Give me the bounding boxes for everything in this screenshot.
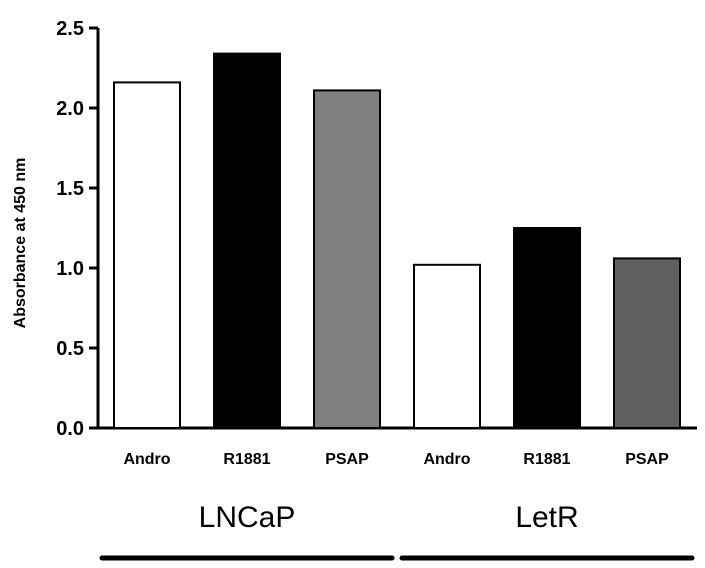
bar-lncap-andro: [113, 81, 181, 430]
x-tick-label: PSAP: [625, 451, 669, 468]
y-axis-label: Absorbance at 450 nm: [12, 158, 29, 329]
y-tick-label: 1.0: [56, 258, 84, 280]
x-tick-label: Andro: [123, 451, 170, 468]
y-tick-label: 2.5: [56, 18, 84, 40]
y-tick-label: 0.5: [56, 338, 84, 360]
group-label: LetR: [515, 501, 578, 534]
bar-letr-andro: [413, 263, 481, 429]
y-tick-label: 2.0: [56, 98, 84, 120]
y-tick-label: 0.0: [56, 418, 84, 440]
bar-letr-psap: [613, 257, 681, 429]
bars: [113, 52, 681, 430]
x-tick-label: R1881: [223, 451, 270, 468]
group-label: LNCaP: [199, 501, 296, 534]
x-tick-label: Andro: [423, 451, 470, 468]
y-tick-label: 1.5: [56, 178, 84, 200]
bar-lncap-r1881: [213, 52, 281, 429]
bar-letr-r1881: [513, 227, 581, 429]
x-tick-label: R1881: [523, 451, 570, 468]
category-labels: Andro R1881 PSAP LNCaP Andro R1881 PSAP LetR: [99, 451, 695, 561]
axes: 0.0 0.5 1.0 1.5 2.0 2.5: [56, 18, 697, 440]
x-tick-label: PSAP: [325, 451, 369, 468]
bar-lncap-psap: [313, 89, 381, 430]
